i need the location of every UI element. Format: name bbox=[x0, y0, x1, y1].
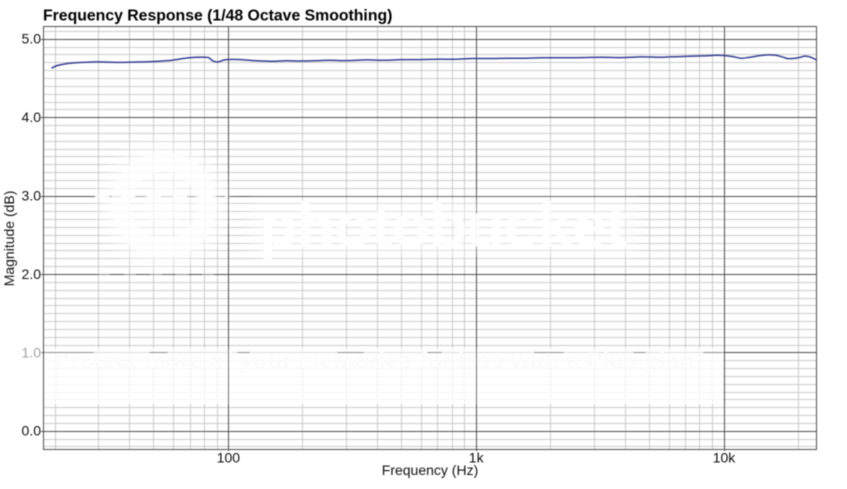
svg-text:3.0: 3.0 bbox=[22, 188, 42, 204]
svg-text:Protect more of your memories: Protect more of your memories for less w… bbox=[54, 348, 694, 373]
svg-text:Frequency Response (1/48 Octav: Frequency Response (1/48 Octave Smoothin… bbox=[43, 8, 392, 25]
svg-text:photobucket: photobucket bbox=[259, 191, 627, 261]
svg-text:1.0: 1.0 bbox=[22, 344, 42, 360]
svg-text:1k: 1k bbox=[469, 450, 485, 466]
svg-text:100: 100 bbox=[217, 450, 241, 466]
svg-text:Magnitude (dB): Magnitude (dB) bbox=[1, 191, 17, 287]
svg-text:4.0: 4.0 bbox=[22, 109, 42, 125]
svg-text:5.0: 5.0 bbox=[22, 31, 42, 47]
svg-text:0.0: 0.0 bbox=[22, 423, 42, 439]
svg-text:Frequency (Hz): Frequency (Hz) bbox=[382, 462, 478, 478]
svg-text:10k: 10k bbox=[713, 450, 737, 466]
svg-text:2.0: 2.0 bbox=[22, 266, 42, 282]
